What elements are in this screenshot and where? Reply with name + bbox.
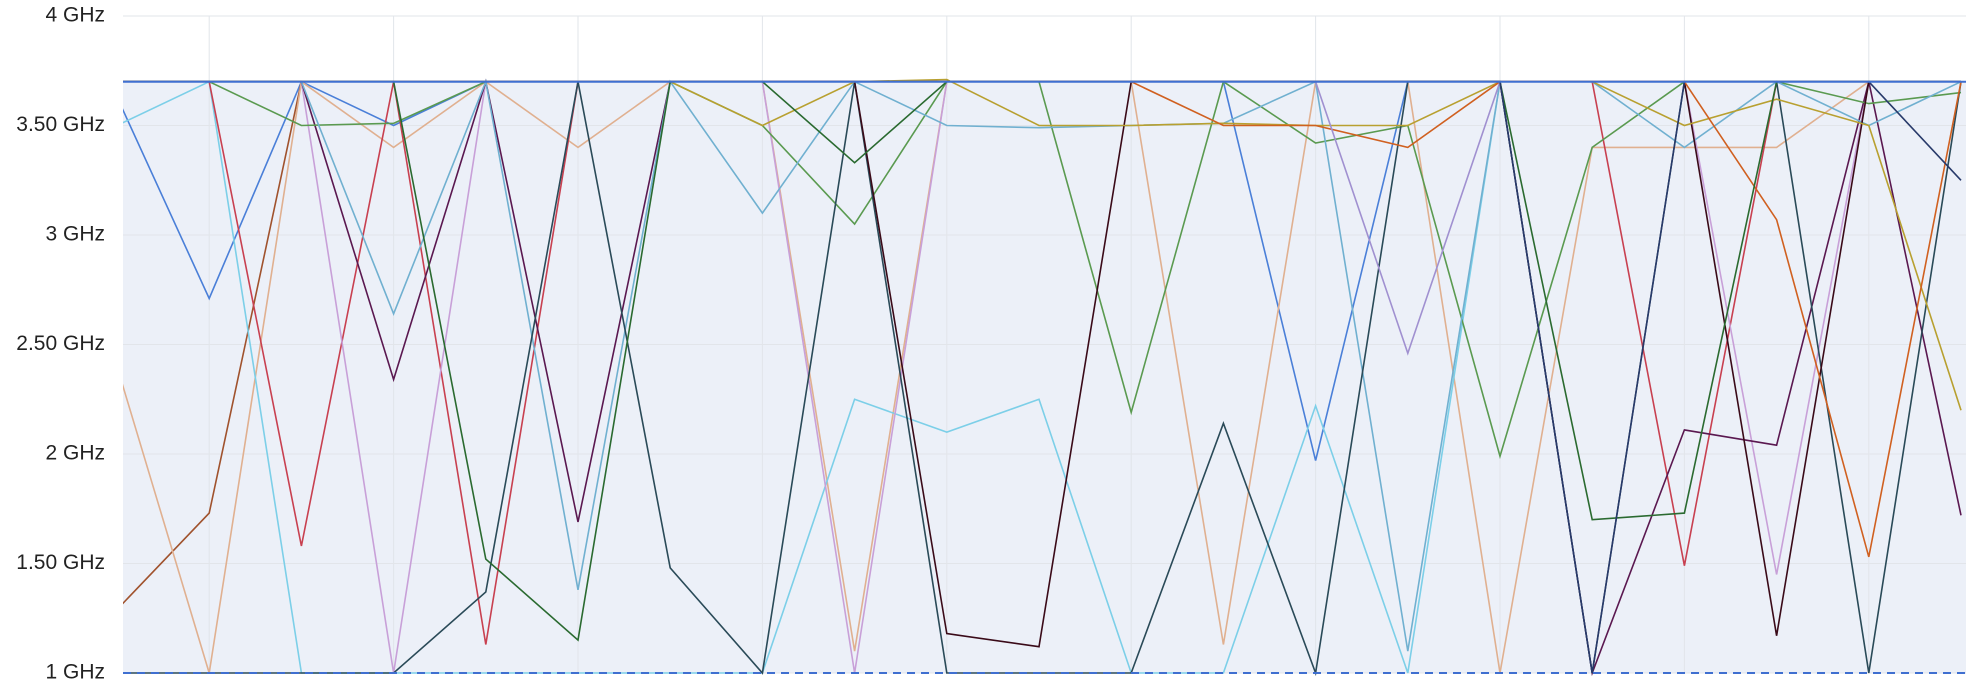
y-tick-label: 1 GHz (45, 661, 105, 684)
y-tick-label: 1.50 GHz (16, 551, 105, 574)
y-tick-label: 2.50 GHz (16, 332, 105, 355)
y-tick-label: 3.50 GHz (16, 113, 105, 136)
series-line (123, 78, 1962, 652)
plot-area (123, 15, 1966, 677)
reference-band (123, 81, 1966, 673)
y-tick-label: 3 GHz (45, 223, 105, 246)
y-tick-label: 2 GHz (45, 442, 105, 465)
y-tick-label: 4 GHz (45, 4, 105, 27)
